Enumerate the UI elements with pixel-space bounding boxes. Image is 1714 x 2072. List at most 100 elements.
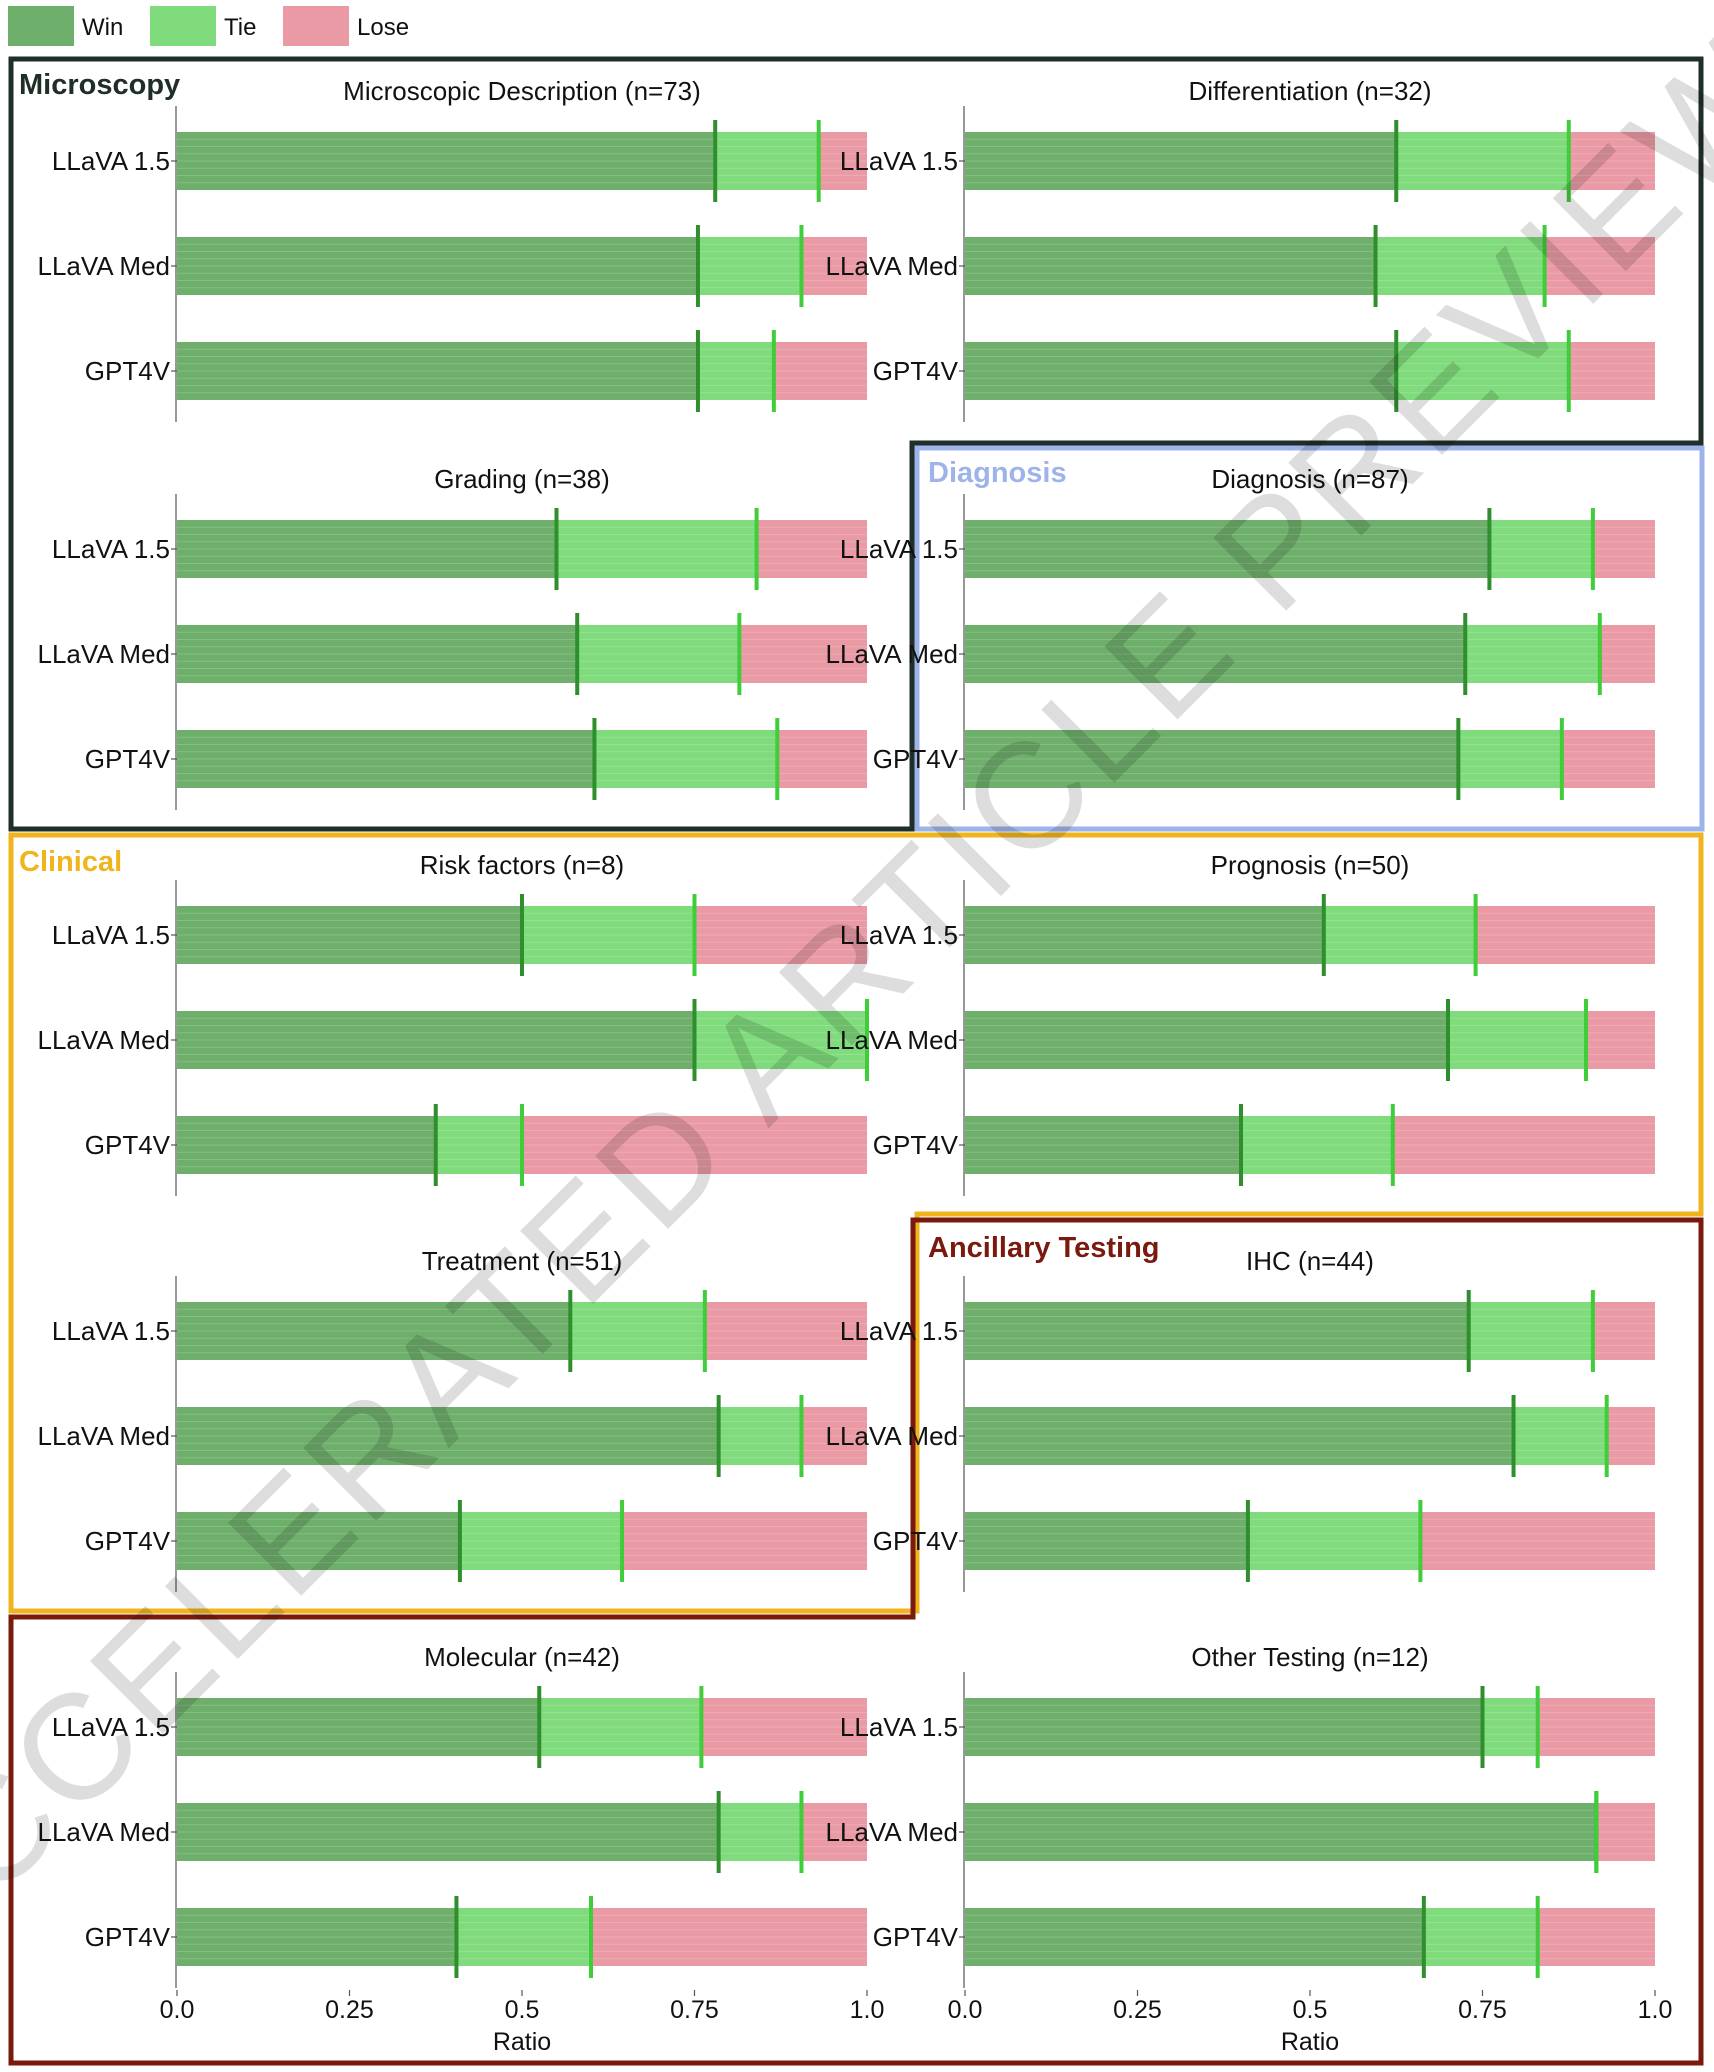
x-tick-label: 0.25 (325, 1996, 374, 2024)
stacked-bar (965, 1896, 1655, 1978)
panel-title: Other Testing (n=12) (1191, 1642, 1428, 1672)
bar-segment-lose (1592, 1302, 1655, 1360)
bar-segment-lose (818, 132, 867, 190)
section-box-clinical (8, 832, 1704, 1614)
bar-segment-tie (1458, 730, 1562, 788)
bar-segment-tie (1448, 1011, 1586, 1069)
model-label: LLaVA 1.5 (52, 920, 170, 950)
model-label: LLaVA 1.5 (52, 534, 170, 564)
stacked-bar (965, 1290, 1655, 1372)
model-label: LLaVA Med (37, 1817, 170, 1847)
stacked-bar (965, 1395, 1655, 1477)
model-label: GPT4V (85, 356, 171, 386)
model-label: LLaVA 1.5 (52, 146, 170, 176)
bar-segment-win (965, 520, 1490, 578)
legend-swatch-win (8, 6, 74, 46)
bar-segment-tie (539, 1698, 702, 1756)
model-label: LLaVA Med (825, 251, 958, 281)
model-label: LLaVA Med (825, 1421, 958, 1451)
x-tick-label: 0.75 (670, 1996, 719, 2024)
panel-7: IHC (n=44) LLaVA 1.5 LLaVA Med GPT4V (825, 1246, 1655, 1592)
bar-segment-lose (1592, 520, 1655, 578)
bar-segment-lose (591, 1908, 867, 1966)
model-label: LLaVA Med (825, 639, 958, 669)
bar-segment-win (965, 1698, 1483, 1756)
stacked-bar (965, 718, 1655, 800)
legend-label-lose: Lose (357, 14, 409, 41)
panel-title: Risk factors (n=8) (420, 850, 624, 880)
bar-segment-win (177, 1512, 460, 1570)
stacked-bar (177, 613, 867, 695)
bar-segment-win (177, 625, 578, 683)
model-label: LLaVA 1.5 (840, 534, 958, 564)
x-tick-label: 0.0 (948, 1996, 983, 2024)
bar-segment-tie (1247, 1512, 1421, 1570)
stacked-bar (965, 508, 1655, 590)
bar-segment-lose (739, 625, 867, 683)
stacked-bar (965, 1791, 1655, 1873)
bar-segment-tie (718, 1407, 802, 1465)
panel-3: Diagnosis (n=87) LLaVA 1.5 LLaVA Med GPT4V (825, 464, 1655, 810)
panel-title: Microscopic Description (n=73) (343, 76, 701, 106)
bar-segment-win (177, 1908, 457, 1966)
model-label: GPT4V (85, 1526, 171, 1556)
bar-segment-tie (577, 625, 740, 683)
stacked-bar (965, 330, 1655, 412)
stacked-bar (177, 894, 867, 976)
section-box-microscopy (8, 56, 1704, 832)
panels: Microscopic Description (n=73) LLaVA 1.5 L… (37, 76, 1655, 1988)
bar-segment-win (965, 1302, 1469, 1360)
bar-segment-win (965, 1803, 1597, 1861)
model-label: GPT4V (85, 1130, 171, 1160)
model-label: LLaVA Med (37, 1421, 170, 1451)
bar-segment-win (965, 1116, 1241, 1174)
model-label: GPT4V (85, 744, 171, 774)
section-label-ancillary: Ancillary Testing (928, 1232, 1160, 1264)
stacked-bar (177, 225, 867, 307)
panel-title: Differentiation (n=32) (1188, 76, 1431, 106)
stacked-bar (177, 120, 867, 202)
bar-segment-win (965, 1908, 1424, 1966)
stacked-bar (965, 613, 1655, 695)
section-label-microscopy: Microscopy (19, 69, 180, 101)
model-label: GPT4V (873, 356, 959, 386)
legend: Win Tie Lose (8, 6, 409, 46)
bar-segment-lose (694, 906, 867, 964)
bar-segment-lose (1392, 1116, 1655, 1174)
legend-label-tie: Tie (224, 14, 256, 41)
bar-segment-lose (701, 1698, 867, 1756)
x-tick-label: 1.0 (1638, 1996, 1673, 2024)
bar-segment-win (177, 730, 595, 788)
section-box-ancillary (8, 1217, 1704, 2066)
panel-title: Grading (n=38) (434, 464, 610, 494)
panel-9: Other Testing (n=12) LLaVA 1.5 LLaVA Med GP… (825, 1642, 1655, 1988)
bar-segment-tie (697, 237, 802, 295)
stacked-bar (177, 718, 867, 800)
bar-segment-lose (522, 1116, 867, 1174)
bar-segment-win (177, 1302, 571, 1360)
bar-segment-win (965, 342, 1397, 400)
legend-swatch-tie (150, 6, 216, 46)
bar-segment-tie (1323, 906, 1476, 964)
stacked-bar (965, 894, 1655, 976)
bar-segment-tie (556, 520, 757, 578)
x-axes: 0.0 0.25 0.5 0.75 1.0 Ratio 0.0 0.25 0.5 0.75 1.0 R… (160, 1990, 1673, 2056)
panel-2: Grading (n=38) LLaVA 1.5 LLaVA Med GPT4V (37, 464, 867, 810)
section-label-clinical: Clinical (19, 846, 122, 878)
bar-segment-win (177, 520, 557, 578)
bar-segment-tie (718, 1803, 802, 1861)
bar-segment-win (965, 132, 1397, 190)
bar-segment-lose (777, 730, 867, 788)
panel-title: Treatment (n=51) (422, 1246, 623, 1276)
panel-8: Molecular (n=42) LLaVA 1.5 LLaVA Med GPT4V (37, 1642, 867, 1988)
stacked-bar (965, 225, 1655, 307)
bar-segment-tie (1489, 520, 1593, 578)
bar-segment-win (177, 1116, 436, 1174)
model-label: GPT4V (873, 1130, 959, 1160)
bar-segment-lose (1475, 906, 1655, 964)
stacked-bar (177, 330, 867, 412)
model-label: LLaVA Med (37, 639, 170, 669)
model-label: LLaVA 1.5 (840, 920, 958, 950)
bar-segment-tie (1423, 1908, 1538, 1966)
stacked-bar (177, 1791, 867, 1873)
